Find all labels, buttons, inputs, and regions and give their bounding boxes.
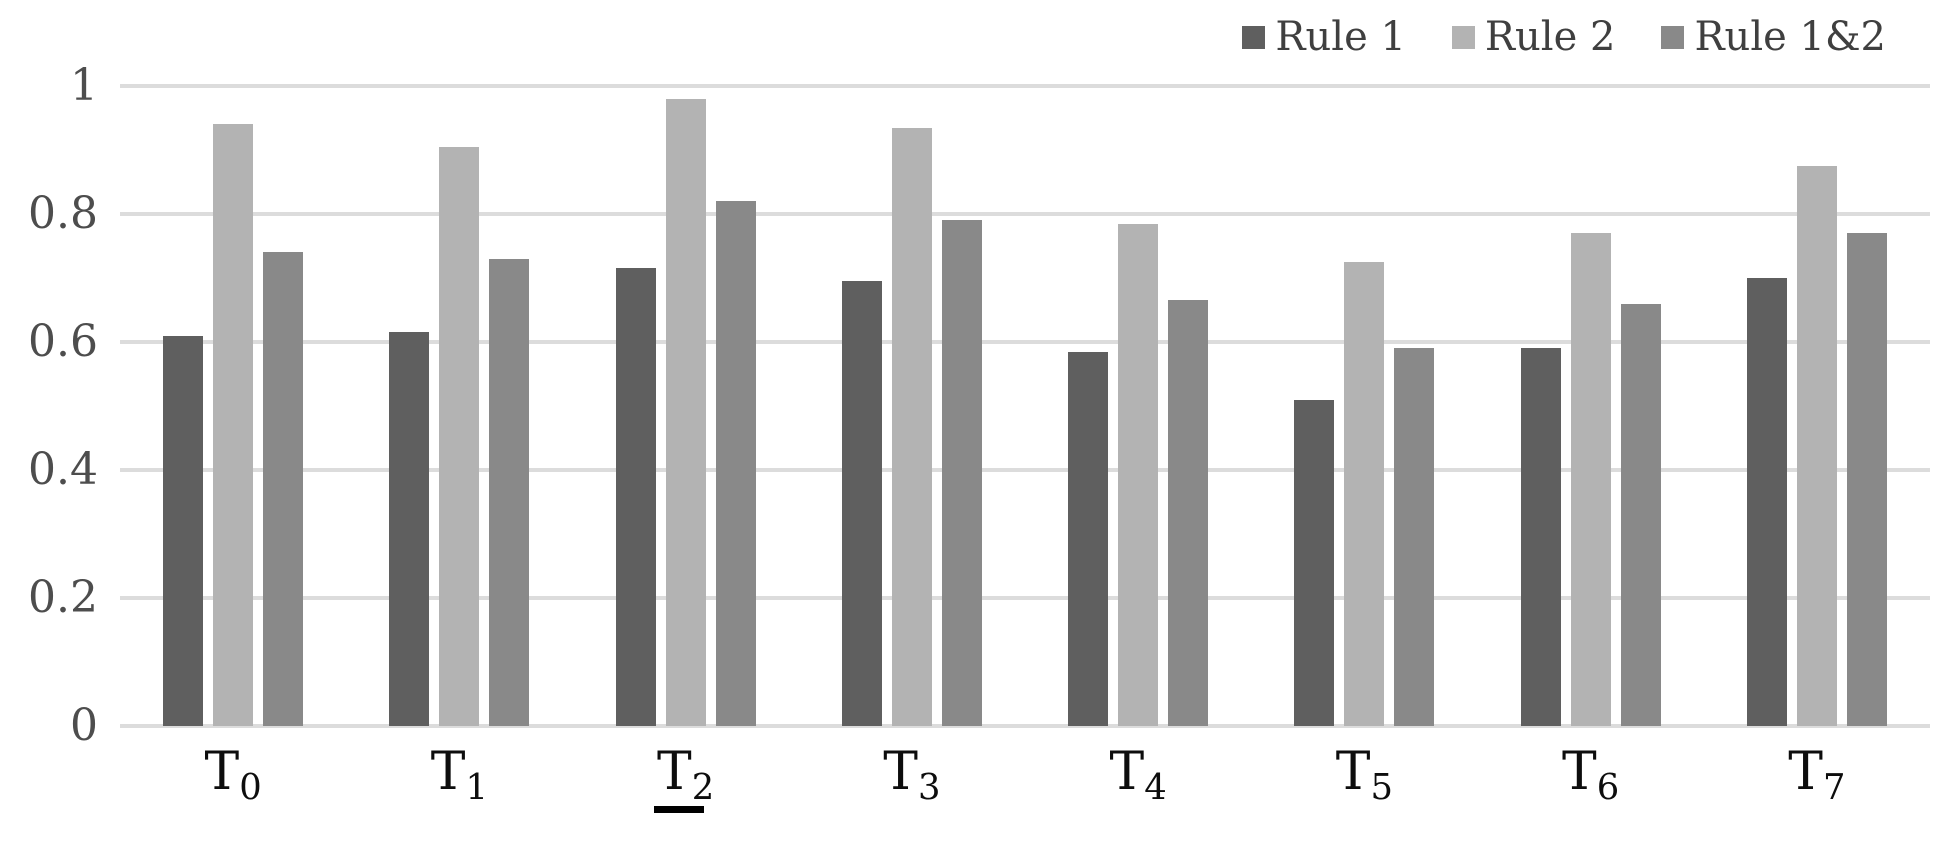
- x-label-base: T: [1562, 742, 1597, 802]
- legend-swatch: [1451, 25, 1475, 49]
- y-axis-tick-label: 0.2: [28, 572, 98, 623]
- legend-item: Rule 1&2: [1661, 14, 1886, 60]
- legend-swatch: [1661, 25, 1685, 49]
- x-axis-label-slot: T6: [1478, 744, 1704, 813]
- legend: Rule 1 Rule 2 Rule 1&2: [1242, 14, 1886, 60]
- y-axis-tick-label: 0: [70, 700, 98, 751]
- legend-item-label: Rule 1: [1275, 14, 1406, 60]
- bar-group: [1704, 86, 1930, 726]
- bar-rule-2: [1118, 223, 1159, 726]
- bar-rule-1-2: [941, 220, 982, 726]
- x-label-subscript: 1: [465, 766, 488, 808]
- x-label-base: T: [1335, 742, 1371, 802]
- bar-rule-2: [1570, 233, 1611, 726]
- x-axis-label: T0: [204, 742, 262, 805]
- bar-rule-1: [841, 281, 882, 726]
- gridline: [120, 84, 1930, 88]
- legend-item: Rule 2: [1451, 14, 1616, 60]
- x-axis-label-underline: [653, 806, 704, 813]
- x-label-subscript: 3: [917, 766, 941, 808]
- x-axis-labels-row: T0 T1 T2 T3 T4 T5 T6 T7: [120, 744, 1930, 813]
- x-axis-label-slot: T5: [1251, 744, 1477, 813]
- bar-group: [120, 86, 346, 726]
- x-label-base: T: [1109, 742, 1145, 802]
- bar-rule-1: [615, 268, 656, 726]
- gridline: [120, 468, 1930, 472]
- x-axis-label: T3: [883, 742, 940, 805]
- plot-area: [120, 84, 1930, 728]
- x-label-subscript: 5: [1370, 766, 1393, 808]
- x-axis-label-slot: T7: [1704, 744, 1930, 813]
- legend-item: Rule 1: [1242, 14, 1406, 60]
- bar-group: [1478, 86, 1704, 726]
- bar-rule-1-2: [489, 258, 530, 726]
- bar-groups-row: [120, 86, 1930, 726]
- x-label-subscript: 0: [239, 766, 262, 808]
- bar-rule-1-2: [715, 201, 756, 726]
- x-axis-label-slot: T2: [573, 744, 799, 813]
- y-axis-tick-label: 1: [70, 60, 98, 111]
- x-label-subscript: 6: [1596, 766, 1620, 808]
- bar-rule-1: [1746, 278, 1787, 726]
- bar-rule-2: [665, 98, 706, 726]
- legend-item-label: Rule 2: [1484, 14, 1616, 60]
- bar-rule-1: [1068, 351, 1109, 726]
- bar-rule-2: [891, 127, 932, 726]
- bar-rule-2: [439, 146, 480, 726]
- x-axis-label: T4: [1109, 742, 1167, 805]
- x-axis-label-slot: T3: [799, 744, 1025, 813]
- x-axis-label: T5: [1335, 742, 1393, 805]
- legend-swatch: [1242, 25, 1266, 49]
- x-label-subscript: 2: [691, 766, 715, 808]
- x-axis-label: T1: [430, 742, 488, 805]
- bar-group: [346, 86, 572, 726]
- bar-group: [1025, 86, 1251, 726]
- x-axis-label-slot: T1: [346, 744, 572, 813]
- x-label-subscript: 4: [1144, 766, 1167, 808]
- bar-rule-1: [389, 332, 430, 726]
- legend-item-label: Rule 1&2: [1694, 14, 1886, 60]
- bar-rule-1-2: [1168, 300, 1209, 726]
- x-axis-label: T7: [1788, 742, 1845, 805]
- gridline: [120, 212, 1930, 216]
- bar-rule-1-2: [263, 252, 304, 726]
- bar-rule-1-2: [1394, 348, 1435, 726]
- bar-rule-1: [163, 335, 204, 726]
- bar-group: [573, 86, 799, 726]
- x-label-base: T: [1788, 742, 1823, 802]
- bar-rule-1-2: [1620, 303, 1661, 726]
- bar-rule-1: [1294, 399, 1335, 726]
- bar-rule-1: [1520, 348, 1561, 726]
- gridline: [120, 340, 1930, 344]
- bar-rule-2: [213, 124, 254, 726]
- y-axis-tick-label: 0.8: [28, 188, 98, 239]
- x-axis-label: T6: [1562, 742, 1619, 805]
- bar-rule-2: [1344, 262, 1385, 726]
- bar-rule-2: [1796, 166, 1837, 726]
- x-label-subscript: 7: [1822, 766, 1846, 808]
- gridline: [120, 724, 1930, 728]
- x-label-base: T: [204, 742, 240, 802]
- x-axis-label: T2: [657, 742, 714, 805]
- bar-group: [799, 86, 1025, 726]
- x-label-base: T: [657, 742, 692, 802]
- y-axis-tick-label: 0.6: [28, 316, 98, 367]
- x-label-base: T: [883, 742, 918, 802]
- x-axis-label-slot: T4: [1025, 744, 1251, 813]
- x-label-base: T: [430, 742, 466, 802]
- bar-group: [1251, 86, 1477, 726]
- x-axis-label-slot: T0: [120, 744, 346, 813]
- y-axis-tick-label: 0.4: [28, 444, 98, 495]
- gridline: [120, 596, 1930, 600]
- bar-rule-1-2: [1846, 233, 1887, 726]
